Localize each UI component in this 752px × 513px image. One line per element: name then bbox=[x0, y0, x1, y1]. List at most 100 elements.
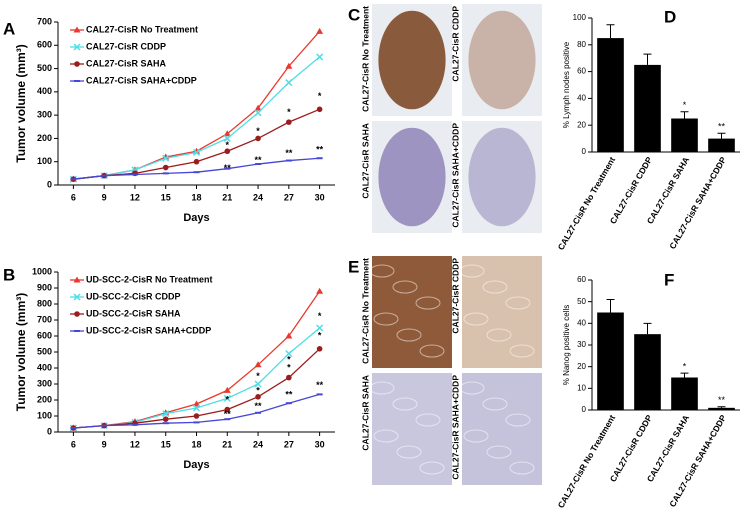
y-tick-label: 400 bbox=[37, 86, 52, 96]
significance: * bbox=[256, 371, 260, 381]
y-tick-label: 300 bbox=[37, 378, 52, 388]
marker bbox=[316, 157, 323, 160]
y-tick-label: 700 bbox=[37, 16, 52, 26]
y-tick-label: 300 bbox=[37, 110, 52, 120]
error-bar bbox=[717, 132, 726, 139]
marker bbox=[73, 276, 81, 283]
x-tick-label: 9 bbox=[102, 192, 107, 202]
legend-label: CAL27-CisR SAHA bbox=[86, 58, 167, 68]
significance: * bbox=[318, 330, 322, 340]
tissue-section bbox=[468, 127, 536, 227]
image-frame bbox=[462, 373, 542, 485]
x-tick-label: 6 bbox=[71, 439, 76, 449]
tissue-texture bbox=[373, 429, 399, 443]
significance: * bbox=[287, 362, 291, 372]
x-tick-label: 24 bbox=[253, 439, 263, 449]
x-tick-label: 12 bbox=[130, 439, 140, 449]
x-tick-label: 15 bbox=[161, 439, 171, 449]
significance: * bbox=[256, 386, 260, 396]
significance: ** bbox=[224, 409, 232, 419]
marker bbox=[255, 411, 262, 414]
bar bbox=[634, 64, 661, 152]
significance: ** bbox=[255, 155, 263, 165]
tissue-texture bbox=[419, 461, 445, 475]
marker bbox=[286, 374, 292, 381]
image-caption: CAL27-CisR SAHA bbox=[360, 375, 370, 451]
y-tick-label: 200 bbox=[37, 394, 52, 404]
error-bar bbox=[606, 24, 615, 39]
tissue-texture bbox=[392, 397, 418, 411]
bar bbox=[597, 312, 624, 410]
series-line bbox=[73, 327, 321, 429]
significance: * bbox=[287, 354, 291, 364]
legend-label: UD-SCC-2-CisR No Treatment bbox=[86, 274, 213, 284]
marker bbox=[131, 423, 138, 426]
marker bbox=[73, 43, 81, 51]
marker bbox=[285, 159, 292, 162]
y-axis-label: Tumor volume (mm³) bbox=[14, 293, 28, 411]
x-tick-label: 30 bbox=[315, 439, 325, 449]
marker bbox=[285, 402, 292, 405]
tissue-texture bbox=[396, 328, 422, 342]
panel-letter: C bbox=[348, 5, 360, 24]
error-bar bbox=[680, 372, 689, 378]
marker bbox=[74, 311, 80, 317]
marker bbox=[223, 134, 231, 142]
y-tick-label: 1000 bbox=[32, 266, 52, 276]
significance: ** bbox=[316, 380, 324, 390]
x-tick-label: 9 bbox=[102, 439, 107, 449]
marker bbox=[316, 53, 324, 61]
marker bbox=[285, 332, 293, 339]
marker bbox=[73, 293, 81, 301]
marker bbox=[162, 416, 169, 423]
y-tick-label: 100 bbox=[573, 13, 587, 22]
tissue-texture bbox=[505, 296, 531, 310]
significance: ** bbox=[718, 122, 726, 132]
x-tick-label: 12 bbox=[130, 192, 140, 202]
marker bbox=[193, 413, 200, 419]
marker bbox=[192, 404, 201, 412]
significance: * bbox=[287, 107, 291, 117]
bar bbox=[634, 334, 661, 410]
y-tick-label: 500 bbox=[37, 346, 52, 356]
y-tick-label: 400 bbox=[37, 362, 52, 372]
image-frame bbox=[372, 256, 452, 368]
marker bbox=[254, 380, 262, 388]
tissue-texture bbox=[509, 461, 535, 475]
y-tick-label: 10 bbox=[577, 383, 586, 392]
tissue-texture bbox=[463, 312, 489, 326]
marker bbox=[193, 158, 200, 165]
panel-letter: B bbox=[3, 265, 15, 284]
marker bbox=[285, 350, 293, 358]
y-tick-label: 80 bbox=[577, 40, 586, 49]
image-caption: CAL27-CisR SAHA+CDDP bbox=[450, 375, 460, 480]
panel-letter: F bbox=[664, 270, 674, 289]
marker bbox=[316, 346, 323, 352]
y-tick-label: 40 bbox=[577, 318, 586, 327]
x-tick-label: CAL27-CisR No Treatment bbox=[556, 155, 618, 252]
marker bbox=[101, 424, 108, 427]
legend-label: CAL27-CisR SAHA+CDDP bbox=[86, 75, 197, 85]
marker bbox=[223, 386, 231, 393]
tissue-texture bbox=[482, 397, 508, 411]
tissue-texture bbox=[419, 344, 445, 358]
marker bbox=[162, 164, 169, 171]
x-axis-label: Days bbox=[183, 459, 209, 471]
y-tick-label: 100 bbox=[37, 410, 52, 420]
y-tick-label: 600 bbox=[37, 40, 52, 50]
image-caption: CAL27-CisR SAHA+CDDP bbox=[450, 123, 460, 228]
marker bbox=[131, 173, 138, 176]
image-caption: CAL27-CisR No Treatment bbox=[360, 6, 370, 112]
marker bbox=[193, 400, 200, 407]
marker bbox=[101, 174, 108, 177]
y-axis-label: % Lymph nodes positive bbox=[562, 41, 571, 128]
legend-label: CAL27-CisR No Treatment bbox=[86, 24, 198, 34]
marker bbox=[255, 163, 262, 166]
error-bar bbox=[680, 111, 689, 119]
y-axis-label: Tumor volume (mm³) bbox=[14, 44, 28, 162]
y-tick-label: 20 bbox=[577, 362, 586, 371]
x-tick-label: 6 bbox=[71, 192, 76, 202]
significance: ** bbox=[316, 144, 324, 154]
x-tick-label: 21 bbox=[222, 192, 232, 202]
tissue-texture bbox=[415, 413, 441, 427]
